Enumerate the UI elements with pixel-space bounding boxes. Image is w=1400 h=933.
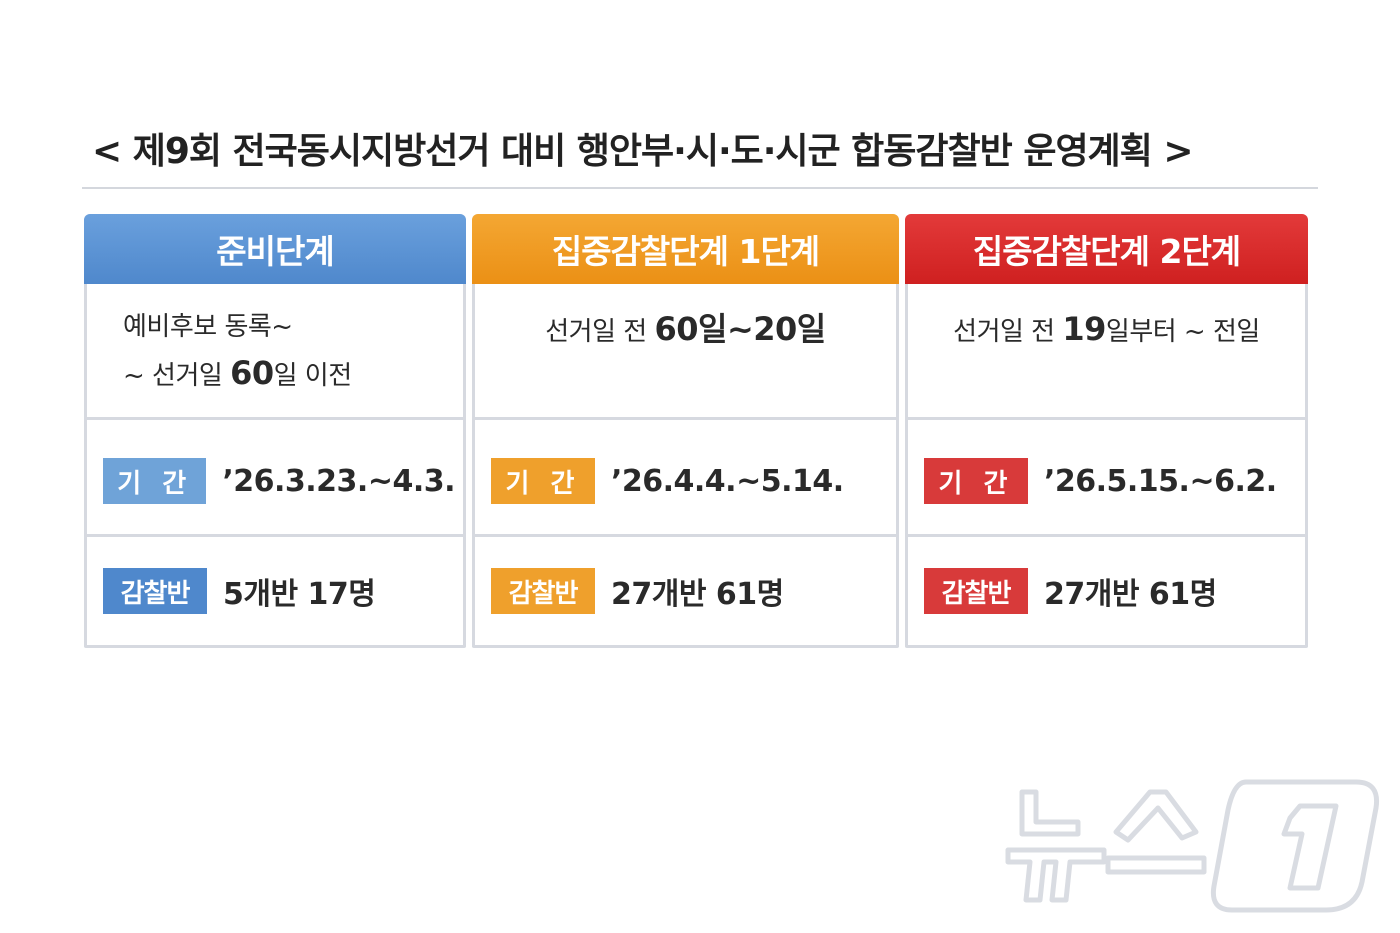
- stage-description-focus1: 선거일 전 60일~20일: [475, 306, 896, 355]
- row-divider: [87, 534, 463, 537]
- stage-description-prep: 예비후보 동록~ ~ 선거일 60일 이전: [123, 304, 352, 399]
- news1-watermark-logo: [1005, 779, 1380, 913]
- desc-number: 60: [230, 354, 274, 392]
- row-divider: [475, 534, 896, 537]
- period-tag: 기 간: [924, 458, 1028, 504]
- period-row-focus2: 기 간 ’26.5.15.~6.2.: [924, 457, 1297, 505]
- team-row-focus1: 감찰반 27개반 61명: [491, 567, 888, 615]
- stage-header-focus2: 집중감찰단계 2단계: [905, 214, 1308, 284]
- team-value: 27개반 61명: [611, 577, 784, 612]
- period-value: ’26.3.23.~4.3.: [222, 463, 455, 499]
- desc-number: 19: [1062, 310, 1106, 348]
- period-row-prep: 기 간 ’26.3.23.~4.3.: [103, 457, 455, 505]
- desc-text: 선거일 전: [953, 317, 1063, 347]
- team-tag: 감찰반: [491, 568, 595, 614]
- team-tag: 감찰반: [103, 568, 207, 614]
- page-title: < 제9회 전국동시지방선거 대비 행안부·시·도·시군 합동감찰반 운영계획 …: [92, 131, 1193, 172]
- stage-column-focus1: 집중감찰단계 1단계 선거일 전 60일~20일 기 간 ’26.4.4.~5.…: [472, 214, 899, 648]
- desc-number: 60일~20일: [654, 310, 826, 348]
- stage-column-focus2: 집중감찰단계 2단계 선거일 전 19일부터 ~ 전일 기 간 ’26.5.15…: [905, 214, 1308, 648]
- stage-description-focus2: 선거일 전 19일부터 ~ 전일: [908, 306, 1305, 355]
- period-tag: 기 간: [491, 458, 595, 504]
- period-row-focus1: 기 간 ’26.4.4.~5.14.: [491, 457, 888, 505]
- desc-text: 일부터 ~ 전일: [1105, 317, 1260, 347]
- stage-description-line2: ~ 선거일 60일 이전: [123, 350, 352, 399]
- period-value: ’26.5.15.~6.2.: [1044, 463, 1277, 499]
- period-value: ’26.4.4.~5.14.: [611, 463, 844, 499]
- row-divider: [475, 417, 896, 420]
- row-divider: [87, 417, 463, 420]
- row-divider: [908, 534, 1305, 537]
- team-row-focus2: 감찰반 27개반 61명: [924, 567, 1297, 615]
- desc-text: 일 이전: [273, 361, 353, 391]
- stage-description-line1: 예비후보 동록~: [123, 312, 293, 342]
- desc-text: 선거일 전: [545, 317, 655, 347]
- team-row-prep: 감찰반 5개반 17명: [103, 567, 455, 615]
- stage-column-prep: 준비단계 예비후보 동록~ ~ 선거일 60일 이전 기 간 ’26.3.23.…: [84, 214, 466, 648]
- team-tag: 감찰반: [924, 568, 1028, 614]
- team-value: 27개반 61명: [1044, 577, 1217, 612]
- period-tag: 기 간: [103, 458, 207, 504]
- stage-header-prep: 준비단계: [84, 214, 466, 284]
- row-divider: [908, 417, 1305, 420]
- desc-text: ~ 선거일: [123, 361, 231, 391]
- stage-header-focus1: 집중감찰단계 1단계: [472, 214, 899, 284]
- team-value: 5개반 17명: [223, 577, 376, 612]
- title-divider: [82, 187, 1318, 189]
